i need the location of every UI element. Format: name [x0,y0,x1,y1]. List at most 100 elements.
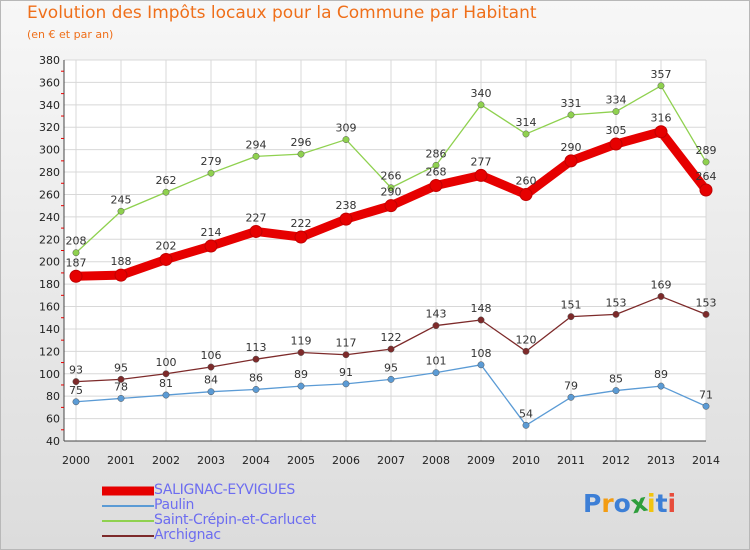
data-label: 151 [561,299,582,312]
y-tick-label: 300 [39,144,60,157]
data-label: 86 [249,371,263,384]
y-tick-label: 200 [39,256,60,269]
data-point [477,101,485,109]
x-tick-label: 2007 [377,454,405,467]
data-label: 262 [156,174,177,187]
legend-swatch [102,504,154,507]
data-label: 81 [159,377,173,390]
legend-label: Saint-Crépin-et-Carlucet [154,512,316,528]
y-tick-label: 260 [39,188,60,201]
legend-swatch [102,486,154,495]
data-point-salignac [654,125,668,139]
y-tick-label: 40 [46,435,60,448]
x-tick-label: 2002 [152,454,180,467]
x-tick-label: 2009 [467,454,495,467]
data-point [207,363,215,371]
data-point [612,387,620,395]
data-label: 153 [696,296,717,309]
data-label: 277 [471,155,492,168]
data-label: 268 [426,166,447,179]
data-point [117,207,125,215]
data-point [252,152,260,160]
data-point [72,398,80,406]
data-point [657,82,665,90]
chart-title: Evolution des Impôts locaux pour la Comm… [27,3,537,23]
y-tick-label: 360 [39,76,60,89]
data-point [522,421,530,429]
data-point [612,108,620,115]
data-point-salignac [159,252,173,266]
y-tick-label: 120 [39,345,60,358]
data-label: 188 [111,255,132,268]
data-point [342,380,350,388]
data-label: 279 [201,155,222,168]
data-point-salignac [384,199,398,213]
data-point [702,402,710,410]
legend-label: Paulin [154,497,195,513]
data-point [657,382,665,390]
logo-letter: t [655,489,668,518]
data-point-salignac [339,212,353,226]
data-point [207,169,215,177]
data-point-salignac [294,230,308,244]
y-tick-label: 80 [46,390,60,403]
data-label: 120 [516,333,537,346]
data-label: 75 [69,384,83,397]
data-point-salignac [699,183,713,197]
data-point [387,184,395,192]
data-label: 245 [111,193,132,206]
data-label: 334 [606,94,627,107]
data-point-salignac [519,187,533,201]
data-label: 54 [519,407,533,420]
x-tick-label: 2014 [692,454,720,467]
x-tick-label: 2011 [557,454,585,467]
x-tick-label: 2005 [287,454,315,467]
y-tick-label: 60 [46,413,60,426]
x-tick-label: 2001 [107,454,135,467]
data-point [432,161,440,169]
chart-subtitle: (en € et par an) [27,28,114,41]
y-tick-label: 380 [39,54,60,67]
data-label: 119 [291,334,312,347]
data-point [657,292,665,300]
data-point [297,349,305,356]
data-label: 316 [651,112,672,125]
data-point [297,150,305,158]
data-point-salignac [114,268,128,282]
data-point [702,158,710,166]
data-point [117,394,125,402]
data-label: 260 [516,174,537,187]
logo-letter: r [601,489,614,518]
data-label: 95 [114,361,128,374]
y-tick-label: 320 [39,121,60,134]
data-label: 101 [426,355,447,368]
data-label: 266 [381,170,402,183]
data-point-salignac [609,137,623,151]
x-tick-label: 2006 [332,454,360,467]
data-point [432,369,440,377]
data-label: 296 [291,136,312,149]
data-point [567,313,575,321]
data-point [252,386,260,393]
data-label: 187 [66,256,87,269]
y-tick-label: 280 [39,166,60,179]
data-label: 78 [114,380,128,393]
data-label: 89 [654,368,668,381]
data-point-salignac [474,168,488,182]
data-point [387,375,395,383]
logo-letter: o [613,489,631,518]
data-label: 108 [471,347,492,360]
x-tick-label: 2012 [602,454,630,467]
data-point [72,249,80,257]
legend-label: SALIGNAC-EYVIGUES [154,482,295,498]
data-point-salignac [429,179,443,193]
data-point [162,188,170,196]
data-point-salignac [249,224,263,238]
data-label: 357 [651,68,672,81]
data-label: 153 [606,296,627,309]
data-point-salignac [204,239,218,253]
data-point [162,391,170,399]
data-label: 227 [246,211,267,224]
data-label: 286 [426,147,447,160]
data-point [612,310,620,318]
